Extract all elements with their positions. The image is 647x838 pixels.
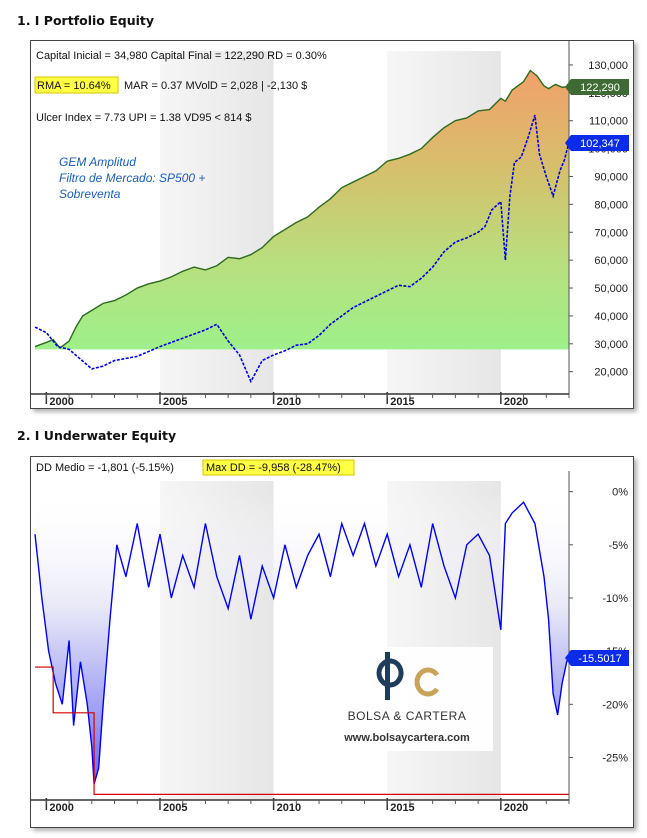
benchmark-last-value: 102,347 (580, 138, 620, 150)
x-tick-label: 2005 (163, 396, 187, 408)
equity-last-value-badge (571, 79, 629, 95)
equity-last-value: 122,290 (580, 82, 620, 94)
watermark-brand: BOLSA & CARTERA (348, 709, 467, 723)
y-tick-label: 90,000 (594, 171, 628, 183)
y-tick-label: 80,000 (594, 199, 628, 211)
equity-series-line (34, 69, 570, 349)
stats-line-3: Ulcer Index = 7.73 UPI = 1.38 VD95 < 814… (36, 112, 252, 124)
section2-title: 2. I Underwater Equity (17, 428, 177, 443)
y-tick-label: -10% (602, 593, 628, 605)
underwater-equity-chart: 0%-5%-10%-15%-20%-25%2000200520102015202… (30, 459, 629, 814)
y-tick-label: 30,000 (594, 339, 628, 351)
y-tick-label: 50,000 (594, 283, 628, 295)
max-drawdown-line (35, 666, 569, 795)
section1-title: 1. I Portfolio Equity (17, 13, 155, 28)
y-tick-label: 0% (612, 487, 628, 499)
rma-value: RMA = 10.64% (37, 80, 111, 92)
x-tick-label: 2010 (277, 802, 301, 814)
x-tick-label: 2005 (163, 802, 187, 814)
stats-line-2: MAR = 0.37 MVolD = 2,028 | -2,130 $ (124, 80, 307, 92)
y-tick-label: -5% (608, 540, 628, 552)
dd-medio: DD Medio = -1,801 (-5.15%) (36, 462, 174, 474)
watermark: BOLSA & CARTERA www.bolsaycartera.com (321, 647, 493, 751)
x-tick-label: 2015 (390, 396, 414, 408)
y-tick-label: 110,000 (589, 116, 628, 128)
x-tick-label: 2020 (504, 802, 528, 814)
rma-highlight (34, 76, 119, 94)
y-tick-label: -20% (602, 699, 628, 711)
portfolio-equity-panel: 20,000 30,000 40,000 50,000 60,000 70,000 80,0… (30, 40, 634, 409)
underwater-equity-panel: 0%-5%-10%-15%-20%-25%2000200520102015202… (30, 456, 634, 828)
x-tick-label: 2000 (49, 396, 73, 408)
bolsa-cartera-logo (376, 652, 440, 700)
benchmark-last-value-badge (571, 135, 629, 151)
drawdown-area (35, 491, 569, 785)
x-tick-label: 2020 (504, 396, 528, 408)
y-tick-label: 40,000 (594, 311, 628, 323)
drawdown-last-value: -15.5017 (578, 653, 621, 665)
max-dd-highlight (202, 459, 355, 476)
stats-line-1: Capital Inicial = 34,980 Capital Final =… (36, 50, 327, 62)
y-tick-label: 60,000 (594, 255, 628, 267)
portfolio-equity-chart: 20,000 30,000 40,000 50,000 60,000 70,000 80,0… (30, 41, 629, 408)
annotation-line-3: Sobreventa (59, 187, 121, 201)
x-tick-label: 2015 (390, 802, 414, 814)
max-dd: Max DD = -9,958 (-28.47%) (206, 462, 341, 474)
drawdown-last-value-badge (571, 650, 629, 666)
equity-area (35, 70, 569, 350)
y-tick-label: 130,000 (588, 60, 628, 72)
annotation-line-1: GEM Amplitud (59, 155, 136, 169)
y-tick-label: 20,000 (594, 367, 628, 379)
annotation-line-2: Filtro de Mercado: SP500 + (59, 171, 205, 185)
y-tick-label: 70,000 (594, 227, 628, 239)
x-tick-label: 2000 (49, 802, 73, 814)
benchmark-series-line (34, 114, 570, 384)
watermark-url: www.bolsaycartera.com (343, 732, 470, 744)
y-tick-label: -25% (602, 752, 628, 764)
x-tick-label: 2010 (277, 396, 301, 408)
